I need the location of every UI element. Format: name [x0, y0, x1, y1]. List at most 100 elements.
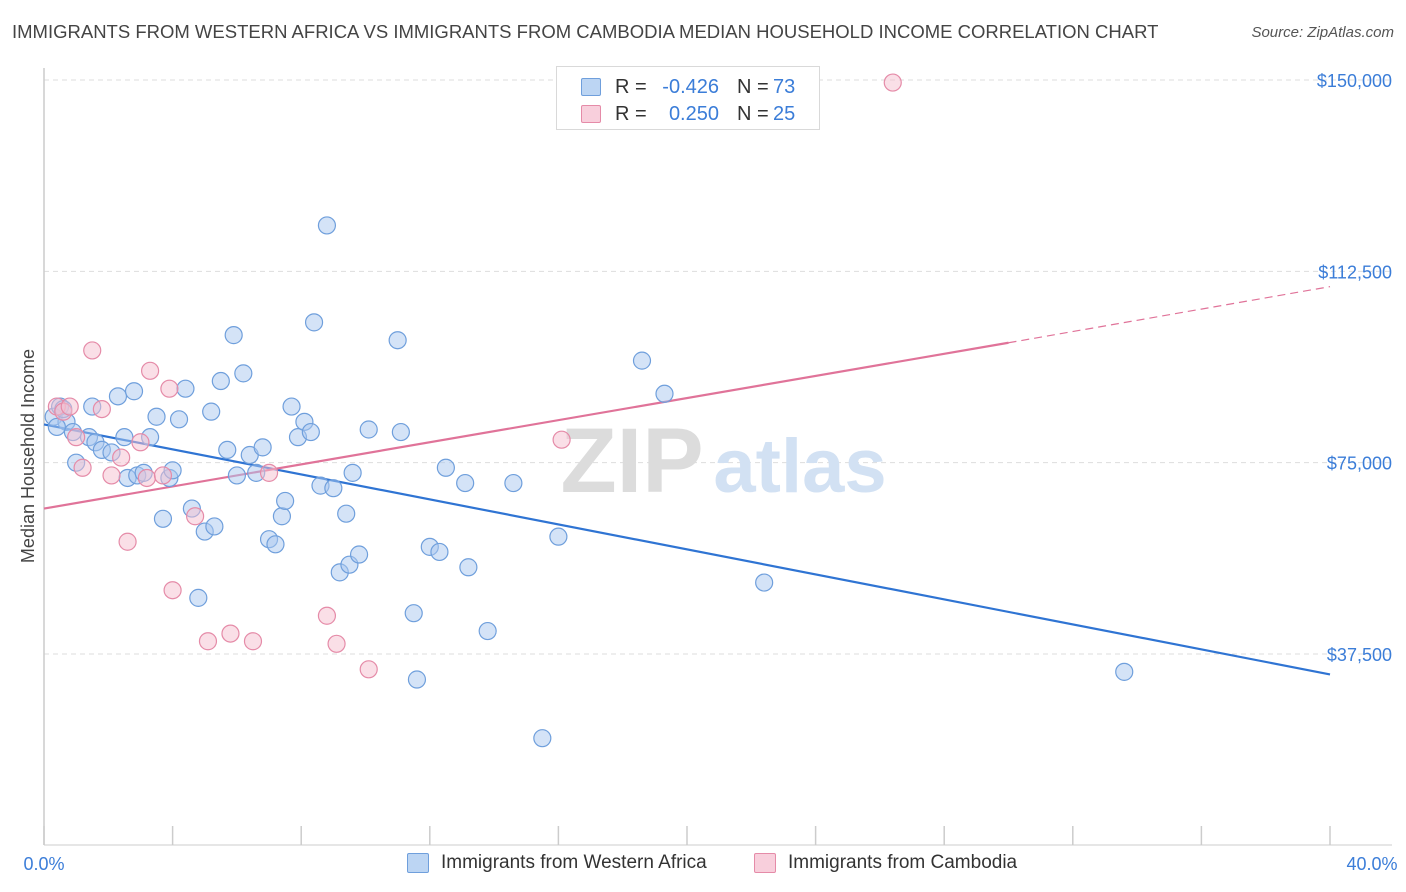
data-point [337, 504, 356, 523]
legend-r-value: -0.426 [662, 75, 719, 98]
data-point [112, 448, 131, 467]
data-point [404, 604, 423, 623]
data-point [176, 379, 195, 398]
data-point [253, 438, 272, 457]
data-point [227, 466, 246, 485]
data-point [755, 573, 774, 592]
data-point [301, 422, 320, 442]
series-swatch-blue [407, 853, 429, 873]
data-point [205, 517, 224, 536]
data-point [478, 621, 497, 641]
data-point [349, 545, 369, 564]
y-tick-label: $150,000 [1317, 71, 1392, 91]
data-point [47, 417, 66, 437]
legend-row-cambodia: R = 0.250 N = 25 [581, 100, 795, 128]
watermark: ZIP atlas [560, 410, 886, 512]
data-point [140, 361, 160, 380]
data-point [430, 542, 449, 562]
data-point [317, 606, 337, 625]
series-legend-western-africa[interactable]: Immigrants from Western Africa [407, 852, 707, 874]
data-point [234, 364, 253, 383]
data-point [221, 624, 240, 643]
data-point [388, 331, 407, 350]
legend-row-western-africa: R = -0.426 N = 73 [581, 73, 795, 101]
data-points [44, 73, 1134, 748]
legend-r-value: 0.250 [668, 102, 719, 125]
data-point [327, 634, 346, 653]
data-point [115, 428, 134, 447]
y-tick-label: $75,000 [1327, 454, 1392, 474]
data-point [552, 430, 571, 449]
series-cambodia [47, 73, 902, 679]
data-point [202, 402, 221, 421]
data-point [92, 399, 111, 419]
data-point [169, 410, 189, 429]
data-point [218, 440, 237, 460]
data-point [436, 458, 455, 477]
series-swatch-pink [754, 853, 776, 873]
data-point [147, 407, 166, 426]
legend-n-label: N = [737, 102, 769, 125]
data-point [186, 507, 205, 526]
data-point [259, 463, 279, 482]
trend-line-cambodia [1008, 286, 1331, 344]
data-point [67, 428, 86, 447]
data-point [343, 463, 362, 482]
axis-layer [43, 68, 1392, 846]
legend-n-value: 73 [773, 75, 796, 98]
legend-r-label: R = [615, 75, 647, 98]
watermark-atlas: atlas [713, 424, 886, 509]
legend-swatch-pink [581, 105, 601, 123]
data-point [655, 384, 674, 403]
axis-labels: $37,500 $75,000 $112,500 $150,000 0.0% 40.0% M… [18, 71, 1398, 874]
data-point [407, 670, 427, 689]
trend-line-cambodia [43, 341, 1009, 510]
data-point [160, 379, 179, 398]
data-point [549, 527, 568, 546]
y-axis-title: Median Household Income [18, 349, 38, 563]
data-point [73, 458, 92, 477]
legend-swatch-blue [581, 78, 601, 96]
data-point [153, 509, 173, 528]
watermark-zip: ZIP [560, 410, 703, 512]
data-point [266, 535, 285, 554]
data-point [632, 351, 652, 370]
data-point [391, 422, 410, 442]
data-point [137, 468, 156, 488]
data-point [153, 466, 173, 485]
correlation-legend: R = -0.426 N = 73 R = 0.250 N = 25 [556, 66, 820, 130]
series-legend: Immigrants from Western Africa Immigrant… [0, 852, 1406, 878]
series-legend-cambodia[interactable]: Immigrants from Cambodia [754, 852, 1017, 874]
data-point [359, 660, 378, 679]
data-point [83, 341, 102, 360]
data-point [304, 313, 324, 332]
y-tick-label: $37,500 [1327, 645, 1392, 665]
series-legend-label: Immigrants from Western Africa [441, 852, 707, 873]
data-point [163, 581, 182, 600]
data-point [224, 326, 243, 345]
data-point [276, 491, 295, 511]
chart-title: IMMIGRANTS FROM WESTERN AFRICA VS IMMIGR… [12, 21, 1159, 42]
data-point [504, 473, 523, 493]
y-tick-label: $112,500 [1318, 262, 1392, 282]
data-point [883, 73, 902, 92]
data-point [211, 371, 230, 391]
data-point [198, 632, 218, 651]
chart-source: Source: ZipAtlas.com [1251, 24, 1394, 41]
legend-n-label: N = [737, 75, 769, 98]
data-point [60, 397, 79, 416]
data-point [324, 479, 343, 498]
data-point [189, 588, 208, 607]
data-point [108, 387, 128, 406]
data-point [456, 473, 475, 493]
data-point [1115, 662, 1134, 681]
x-tick-label: 40.0% [1346, 854, 1397, 874]
data-point [102, 466, 121, 485]
data-point [317, 216, 337, 235]
data-point [124, 382, 144, 401]
data-point [459, 558, 478, 577]
data-point [282, 397, 301, 416]
data-point [359, 420, 378, 439]
data-point [533, 729, 552, 748]
